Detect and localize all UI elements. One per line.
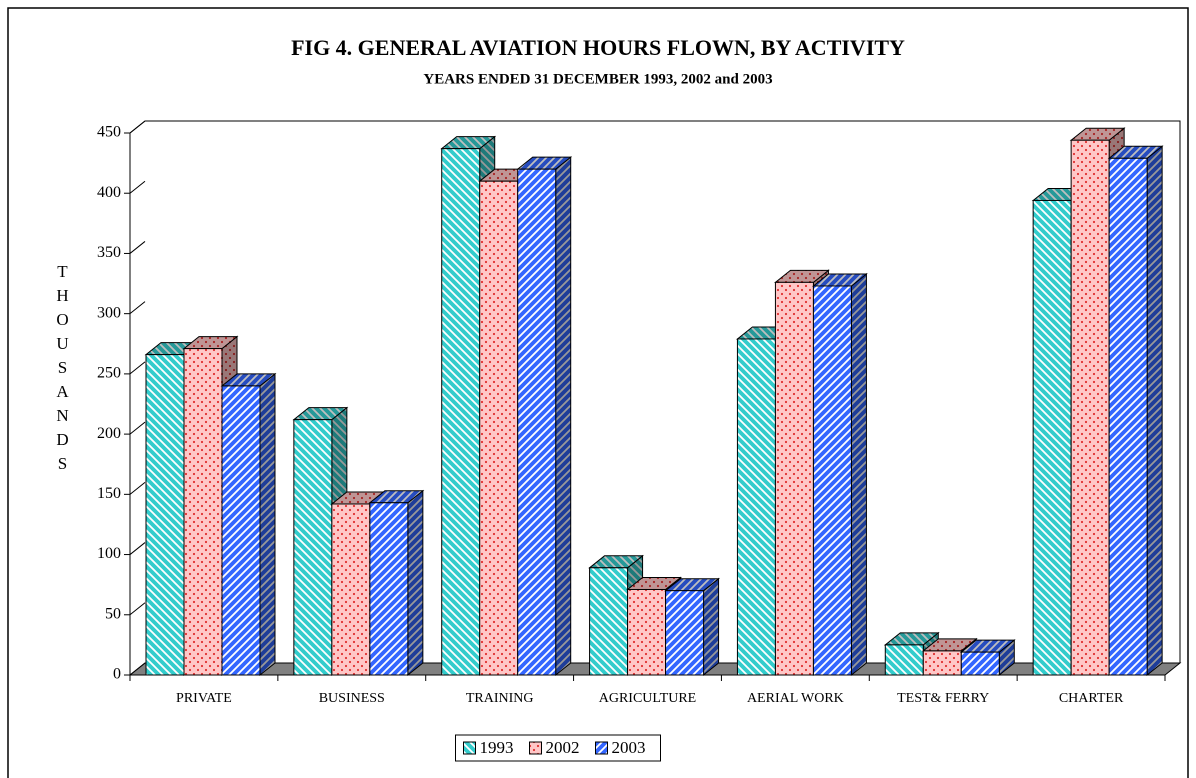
- bar-top-shade: [369, 490, 423, 503]
- y-tick-depth: [129, 241, 146, 254]
- y-tick-label: 50: [105, 605, 121, 622]
- legend-frame: [455, 734, 661, 762]
- bar: [665, 590, 705, 676]
- y-tick-depth: [129, 301, 146, 315]
- bar-side-shade: [851, 273, 867, 675]
- legend-label: 1993: [480, 738, 514, 757]
- bar: [293, 419, 333, 676]
- bar-side-shade: [703, 578, 719, 675]
- x-tick-label: AERIAL WORK: [747, 691, 844, 706]
- bar-top-shade: [1071, 128, 1125, 141]
- y-tick-depth: [129, 602, 146, 616]
- bar-side-shade: [999, 640, 1015, 675]
- y-axis-label: THOUSANDS: [53, 262, 72, 478]
- y-tick-label: 250: [97, 365, 121, 382]
- bar-top-shade: [627, 577, 681, 590]
- bar: [517, 168, 557, 676]
- x-tick-label: BUSINESS: [319, 691, 385, 706]
- y-tick-depth: [129, 180, 146, 194]
- y-tick-depth: [129, 421, 146, 435]
- bar-top-shade: [589, 555, 643, 568]
- y-tick-label: 0: [113, 666, 121, 683]
- bar-top-shade: [813, 273, 867, 286]
- x-tick-label: TEST& FERRY: [897, 691, 989, 706]
- chart-border: [7, 7, 1189, 778]
- bar: [589, 567, 629, 676]
- bar-top-shade: [184, 336, 237, 349]
- bar: [331, 503, 371, 676]
- bar-top-shade: [222, 373, 275, 386]
- bar: [884, 644, 924, 676]
- y-tick-label: 450: [97, 124, 121, 141]
- y-tick-label: 400: [97, 184, 121, 201]
- bar-top-shade: [885, 632, 939, 645]
- chart-subtitle: YEARS ENDED 31 DECEMBER 1993, 2002 and 2…: [423, 71, 772, 87]
- y-tick-depth: [129, 542, 146, 555]
- y-tick-label: 350: [97, 244, 121, 261]
- bar: [479, 180, 519, 676]
- x-tick-label: AGRICULTURE: [599, 691, 697, 706]
- bar-top-shade: [1109, 146, 1163, 159]
- bar: [1032, 199, 1072, 676]
- chart-title: FIG 4. GENERAL AVIATION HOURS FLOWN, BY …: [291, 35, 905, 60]
- y-tick-label: 200: [97, 425, 121, 442]
- bar: [960, 651, 1000, 676]
- legend-label: 2002: [546, 738, 580, 757]
- bar: [183, 348, 223, 676]
- bar: [736, 338, 776, 676]
- bar: [1108, 157, 1148, 676]
- y-tick-depth: [129, 481, 146, 495]
- bar: [774, 281, 814, 676]
- legend-swatch: [463, 741, 476, 755]
- y-tick-depth: [129, 361, 146, 375]
- bar: [145, 354, 185, 676]
- bar-top-shade: [293, 407, 347, 420]
- bar-top-shade: [961, 640, 1015, 653]
- bar-side-shade: [407, 490, 423, 675]
- bar: [627, 588, 667, 676]
- bar-top-shade: [923, 638, 977, 651]
- x-tick-label: TRAINING: [466, 691, 534, 706]
- bar: [441, 148, 481, 676]
- y-tick-label: 150: [97, 485, 121, 502]
- bar-top-shade: [517, 157, 571, 170]
- legend-label: 2003: [612, 738, 646, 757]
- bar-side-shade: [260, 373, 275, 675]
- y-tick-label: 100: [97, 545, 121, 562]
- bar: [221, 385, 261, 676]
- bar: [812, 285, 852, 676]
- x-tick-label: CHARTER: [1059, 691, 1124, 706]
- x-tick-label: PRIVATE: [176, 691, 232, 706]
- bar: [369, 502, 409, 676]
- bar-top-shade: [665, 578, 719, 591]
- bar-top-shade: [775, 270, 829, 283]
- y-tick-depth: [129, 662, 146, 676]
- bar-side-shade: [1147, 146, 1163, 675]
- bar-top-shade: [441, 136, 495, 149]
- legend-swatch: [595, 741, 608, 755]
- bar: [922, 650, 962, 676]
- bar-side-shade: [555, 157, 571, 676]
- bar: [1070, 139, 1110, 676]
- y-tick-label: 300: [97, 304, 121, 321]
- legend-swatch: [529, 741, 542, 755]
- y-tick-depth: [129, 120, 146, 134]
